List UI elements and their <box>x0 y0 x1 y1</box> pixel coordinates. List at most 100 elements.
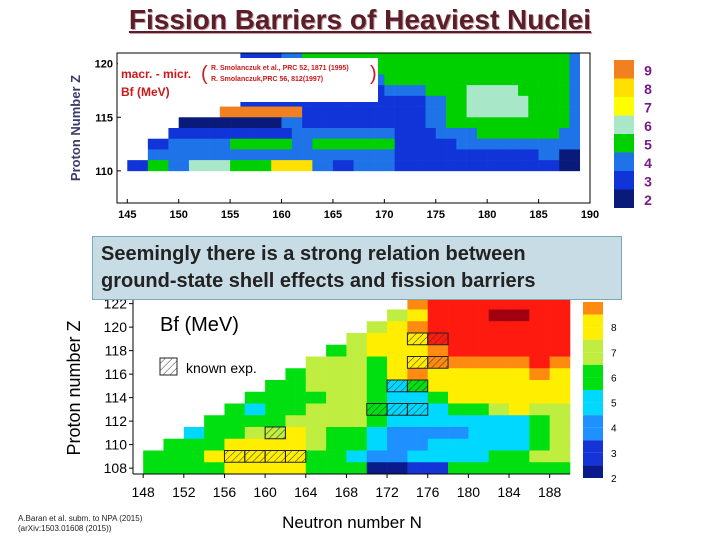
heatmap-cell <box>559 106 570 118</box>
heatmap-cell <box>529 321 540 334</box>
heatmap-cell <box>488 462 500 475</box>
heatmap-cell <box>163 450 174 463</box>
y-tick-label-1: 115 <box>95 112 113 124</box>
heatmap-cell <box>468 450 479 463</box>
heatmap-cell <box>548 63 560 75</box>
heatmap-cell <box>250 149 262 161</box>
heatmap-cell <box>394 74 406 86</box>
heatmap-cell <box>435 117 447 129</box>
heatmap-cell <box>394 106 406 118</box>
heatmap-cell <box>219 128 231 140</box>
heatmap-cell <box>219 149 231 161</box>
heatmap-cell <box>519 380 530 393</box>
heatmap-cell <box>468 391 479 404</box>
heatmap-cell <box>437 344 449 357</box>
heatmap-cell <box>346 391 357 404</box>
heatmap-cell <box>326 427 337 440</box>
heatmap-cell <box>529 356 540 369</box>
heatmap-cell <box>415 95 426 107</box>
heatmap-cell <box>498 403 510 416</box>
heatmap-cell <box>404 160 416 172</box>
heatmap-cell <box>497 74 509 86</box>
heatmap-cell <box>458 380 469 393</box>
heatmap-cell <box>336 344 347 357</box>
heatmap-cell <box>466 160 478 172</box>
heatmap-cell <box>559 344 571 357</box>
heatmap-cell <box>569 160 581 172</box>
heatmap-cell <box>487 138 498 150</box>
heatmap-cell <box>466 74 478 86</box>
heatmap-cell <box>281 128 293 140</box>
heatmap-cell <box>397 438 408 451</box>
heatmap-cell <box>374 106 385 118</box>
heatmap-cell <box>478 450 489 463</box>
heatmap-cell <box>271 128 282 140</box>
heatmap-cell <box>529 427 540 440</box>
heatmap-cell <box>240 128 251 140</box>
heatmap-cell <box>559 462 571 475</box>
heatmap-cell <box>363 128 375 140</box>
known-exp-cell <box>406 356 429 369</box>
y-tick-label-1: 120 <box>95 59 113 71</box>
heatmap-cell <box>498 368 510 381</box>
heatmap-cell <box>384 160 395 172</box>
heatmap-cell <box>559 391 571 404</box>
heatmap-cell <box>234 427 246 440</box>
heatmap-cell <box>518 128 529 140</box>
heatmap-cell <box>305 427 317 440</box>
heatmap-cell <box>271 117 282 129</box>
heatmap-cell <box>478 391 489 404</box>
heatmap-cell <box>559 149 570 161</box>
heatmap-cell <box>448 450 459 463</box>
heatmap-cell <box>548 160 560 172</box>
heatmap-cell <box>285 438 296 451</box>
heatmap-cell <box>437 450 449 463</box>
heatmap-cell <box>305 438 317 451</box>
heatmap-cell <box>336 403 347 416</box>
heatmap-cell <box>519 415 530 428</box>
heatmap-cell <box>478 427 489 440</box>
heatmap-cell <box>549 391 561 404</box>
heatmap-cell <box>240 106 251 118</box>
heatmap-cell <box>549 344 561 357</box>
heatmap-cell <box>529 462 540 475</box>
heatmap-cell <box>281 160 293 172</box>
heatmap-cell <box>281 149 293 161</box>
heatmap-cell <box>417 450 429 463</box>
heatmap-cell <box>497 106 509 118</box>
heatmap-cell <box>178 117 190 129</box>
heatmap-cell <box>260 138 272 150</box>
heatmap-cell <box>305 368 317 381</box>
colorbar-segment-1 <box>614 134 634 153</box>
x-tick-label-1: 160 <box>272 209 290 221</box>
y-tick-label-2: 112 <box>105 413 128 429</box>
ref-2: R. Smolanczuk,PRC 56, 812(1997) <box>211 76 323 83</box>
x-tick-label-1: 155 <box>221 209 239 221</box>
heatmap-cell <box>250 128 262 140</box>
heatmap-cell <box>507 63 519 75</box>
heatmap-cell <box>435 160 447 172</box>
heatmap-cell <box>346 356 357 369</box>
heatmap-cell <box>376 427 388 440</box>
heatmap-cell <box>376 356 388 369</box>
heatmap-cell <box>417 368 429 381</box>
heatmap-cell <box>466 138 478 150</box>
heatmap-cell <box>538 149 550 161</box>
heatmap-cell <box>538 106 550 118</box>
heatmap-cell <box>497 95 509 107</box>
heatmap-cell <box>315 368 327 381</box>
heatmap-cell <box>435 74 447 86</box>
heatmap-cell <box>302 160 313 172</box>
heatmap-cell <box>437 368 449 381</box>
heatmap-cell <box>559 297 571 310</box>
heatmap-cell <box>260 106 272 118</box>
heatmap-cell <box>356 438 368 451</box>
heatmap-cell <box>240 149 251 161</box>
heatmap-cell <box>230 138 241 150</box>
colorbar-tick-2: 6 <box>611 373 617 384</box>
heatmap-cell <box>549 438 561 451</box>
heatmap-cell <box>271 149 282 161</box>
colorbar-tick-1: 6 <box>644 118 652 134</box>
colorbar-segment-2 <box>583 377 603 390</box>
